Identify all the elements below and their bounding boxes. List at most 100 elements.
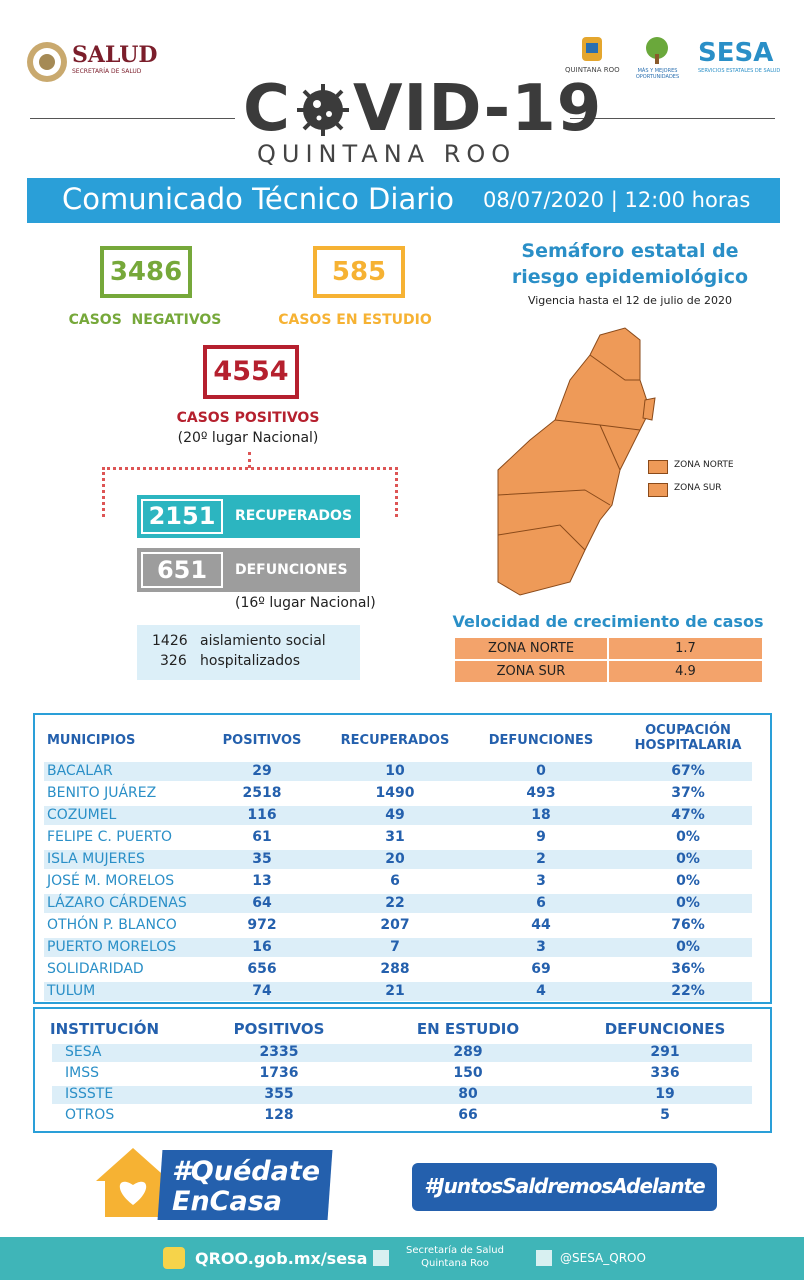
negativos-value: 3486 [100, 246, 192, 298]
table-cell: 9 [536, 829, 546, 845]
table-header: POSITIVOS [233, 1020, 325, 1038]
table-cell: 67% [671, 763, 705, 779]
negativos-label: CASOS NEGATIVOS [68, 312, 222, 328]
table-cell: 972 [247, 917, 277, 933]
row-label: OTHÓN P. BLANCO [47, 917, 177, 933]
row-label: SOLIDARIDAD [47, 961, 144, 977]
row-stripe [44, 762, 752, 781]
subtitle: QUINTANA ROO [257, 140, 517, 168]
velocidad-zone: ZONA SUR [496, 664, 566, 679]
table-cell: 19 [655, 1086, 675, 1102]
rule [570, 118, 775, 119]
table-cell: 291 [650, 1044, 680, 1060]
table-cell: 21 [385, 983, 405, 999]
table-cell: 0% [676, 895, 700, 911]
dotted-line [248, 452, 251, 468]
row-label: FELIPE C. PUERTO [47, 829, 173, 845]
hospitalizados-label: hospitalizados [200, 653, 301, 669]
table-cell: 656 [247, 961, 277, 977]
banner-title: Comunicado Técnico Diario [62, 182, 454, 216]
table-header: DEFUNCIONES [488, 733, 594, 748]
table-cell: 74 [252, 983, 272, 999]
row-label: OTROS [65, 1107, 115, 1123]
semaforo-title: Semáforo estatal de [521, 240, 739, 262]
defunciones-value: 651 [141, 552, 223, 588]
rule [30, 118, 235, 119]
dotted-line [102, 467, 398, 470]
table-header: MUNICIPIOS [47, 733, 136, 748]
facebook-icon [373, 1250, 389, 1266]
table-cell: 355 [264, 1086, 294, 1102]
juntos-text: #JuntosSaldremosAdelante [424, 1174, 705, 1198]
table-cell: 6 [390, 873, 400, 889]
table-header: RECUPERADOS [340, 733, 450, 748]
table-cell: 0% [676, 939, 700, 955]
table-cell: 0% [676, 851, 700, 867]
row-label: LÁZARO CÁRDENAS [47, 895, 187, 911]
table-cell: 20 [385, 851, 405, 867]
table-cell: 44 [531, 917, 551, 933]
table-cell: 29 [252, 763, 272, 779]
table-cell: 6 [536, 895, 546, 911]
table-cell: 116 [247, 807, 277, 823]
defunciones-note: (16º lugar Nacional) [235, 595, 376, 611]
dotted-line [102, 467, 105, 517]
table-cell: 3 [536, 939, 546, 955]
row-stripe [44, 850, 752, 869]
virus-icon [297, 84, 349, 136]
defunciones-box [137, 548, 360, 592]
quedate-text: EnCasa [172, 1186, 282, 1217]
table-cell: 493 [526, 785, 556, 801]
web-icon [163, 1247, 185, 1269]
sesa-logo: SESA [698, 38, 774, 68]
table-cell: 37% [671, 785, 705, 801]
tree-logo [646, 37, 668, 64]
row-label: ISLA MUJERES [47, 851, 145, 867]
row-label: IMSS [65, 1065, 99, 1081]
recuperados-value: 2151 [141, 499, 223, 534]
table-header: DEFUNCIONES [604, 1020, 726, 1038]
row-stripe [52, 1044, 752, 1062]
table-cell: 7 [390, 939, 400, 955]
table-cell: 336 [650, 1065, 680, 1081]
table-cell: 16 [252, 939, 272, 955]
row-label: JOSÉ M. MORELOS [47, 873, 175, 889]
velocidad-title: Velocidad de crecimiento de casos [452, 612, 764, 631]
logo-text: SALUD [72, 42, 158, 68]
map [497, 327, 656, 596]
footer-facebook: Secretaría de Salud [406, 1245, 504, 1256]
velocidad-divider [607, 661, 609, 682]
state-shield [582, 37, 602, 61]
house-icon [96, 1148, 170, 1217]
banner [27, 178, 780, 223]
row-label: PUERTO MORELOS [47, 939, 177, 955]
table-cell: 13 [252, 873, 272, 889]
info-box [137, 625, 360, 680]
legend-label: ZONA NORTE [674, 460, 734, 470]
table-cell: 2 [536, 851, 546, 867]
vigencia: Vigencia hasta el 12 de julio de 2020 [527, 294, 733, 307]
table-header: INSTITUCIÓN [50, 1020, 160, 1038]
velocidad-zone: ZONA NORTE [487, 641, 575, 656]
table-cell: 35 [252, 851, 272, 867]
instituciones-frame [33, 1007, 772, 1133]
table-cell: 150 [453, 1065, 483, 1081]
table-cell: 1736 [259, 1065, 299, 1081]
row-label: TULUM [47, 983, 96, 999]
table-cell: 3 [536, 873, 546, 889]
table-cell: 22% [671, 983, 705, 999]
table-cell: 22 [385, 895, 405, 911]
table-cell: 36% [671, 961, 705, 977]
table-cell: 288 [380, 961, 410, 977]
semaforo-title: riesgo epidemiológico [511, 266, 749, 288]
table-header: EN ESTUDIO [416, 1020, 520, 1038]
row-stripe [52, 1086, 752, 1104]
defunciones-label: DEFUNCIONES [235, 562, 348, 578]
table-cell: 49 [385, 807, 405, 823]
footer-facebook: Quintana Roo [421, 1258, 489, 1269]
positivos-note: (20º lugar Nacional) [177, 430, 319, 446]
table-cell: 64 [252, 895, 272, 911]
table-cell: 66 [458, 1107, 478, 1123]
